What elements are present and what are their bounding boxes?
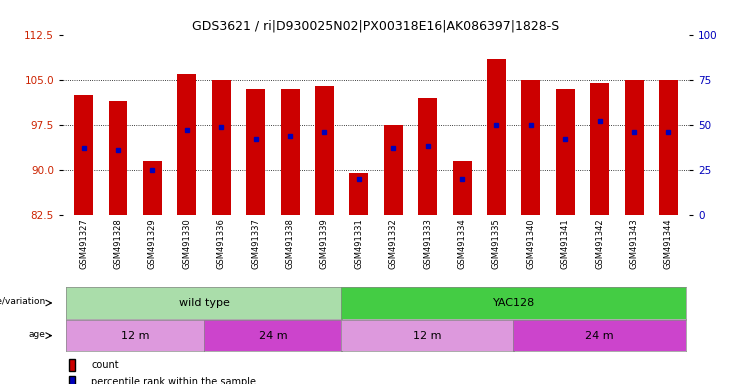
Bar bbox=[74, 95, 93, 215]
Text: GSM491343: GSM491343 bbox=[630, 218, 639, 269]
Bar bbox=[591, 83, 609, 215]
Text: GSM491329: GSM491329 bbox=[148, 218, 157, 269]
Bar bbox=[418, 98, 437, 215]
Text: GSM491341: GSM491341 bbox=[561, 218, 570, 269]
Text: GSM491337: GSM491337 bbox=[251, 218, 260, 270]
Text: age: age bbox=[28, 329, 45, 339]
FancyBboxPatch shape bbox=[69, 376, 75, 384]
Text: GSM491328: GSM491328 bbox=[113, 218, 122, 269]
Bar bbox=[350, 173, 368, 215]
Text: GSM491339: GSM491339 bbox=[320, 218, 329, 269]
Text: GSM491331: GSM491331 bbox=[354, 218, 363, 269]
FancyBboxPatch shape bbox=[69, 359, 75, 371]
Bar bbox=[453, 161, 471, 215]
Bar bbox=[315, 86, 334, 215]
Bar bbox=[212, 80, 230, 215]
Text: GSM491334: GSM491334 bbox=[457, 218, 467, 269]
Text: 12 m: 12 m bbox=[121, 331, 150, 341]
Text: GSM491340: GSM491340 bbox=[526, 218, 536, 269]
Title: GDS3621 / ri|D930025N02|PX00318E16|AK086397|1828-S: GDS3621 / ri|D930025N02|PX00318E16|AK086… bbox=[193, 19, 559, 32]
Text: GSM491327: GSM491327 bbox=[79, 218, 88, 269]
Text: count: count bbox=[91, 360, 119, 370]
Bar bbox=[177, 74, 196, 215]
Bar bbox=[556, 89, 575, 215]
Text: GSM491338: GSM491338 bbox=[285, 218, 295, 270]
Text: GSM491333: GSM491333 bbox=[423, 218, 432, 270]
Text: percentile rank within the sample: percentile rank within the sample bbox=[91, 377, 256, 384]
Text: GSM491342: GSM491342 bbox=[595, 218, 604, 269]
Text: GSM491344: GSM491344 bbox=[664, 218, 673, 269]
Text: YAC128: YAC128 bbox=[493, 298, 535, 308]
Text: GSM491336: GSM491336 bbox=[216, 218, 226, 270]
Bar bbox=[281, 89, 299, 215]
Bar bbox=[109, 101, 127, 215]
Bar bbox=[487, 59, 506, 215]
Bar bbox=[522, 80, 540, 215]
Text: wild type: wild type bbox=[179, 298, 230, 308]
Text: GSM491332: GSM491332 bbox=[389, 218, 398, 269]
Text: GSM491330: GSM491330 bbox=[182, 218, 191, 269]
Text: 24 m: 24 m bbox=[585, 331, 614, 341]
Text: genotype/variation: genotype/variation bbox=[0, 297, 45, 306]
Text: 24 m: 24 m bbox=[259, 331, 288, 341]
Bar bbox=[246, 89, 265, 215]
Bar bbox=[143, 161, 162, 215]
Text: 12 m: 12 m bbox=[413, 331, 442, 341]
Bar bbox=[659, 80, 678, 215]
Bar bbox=[625, 80, 643, 215]
Text: GSM491335: GSM491335 bbox=[492, 218, 501, 269]
Bar bbox=[384, 125, 402, 215]
